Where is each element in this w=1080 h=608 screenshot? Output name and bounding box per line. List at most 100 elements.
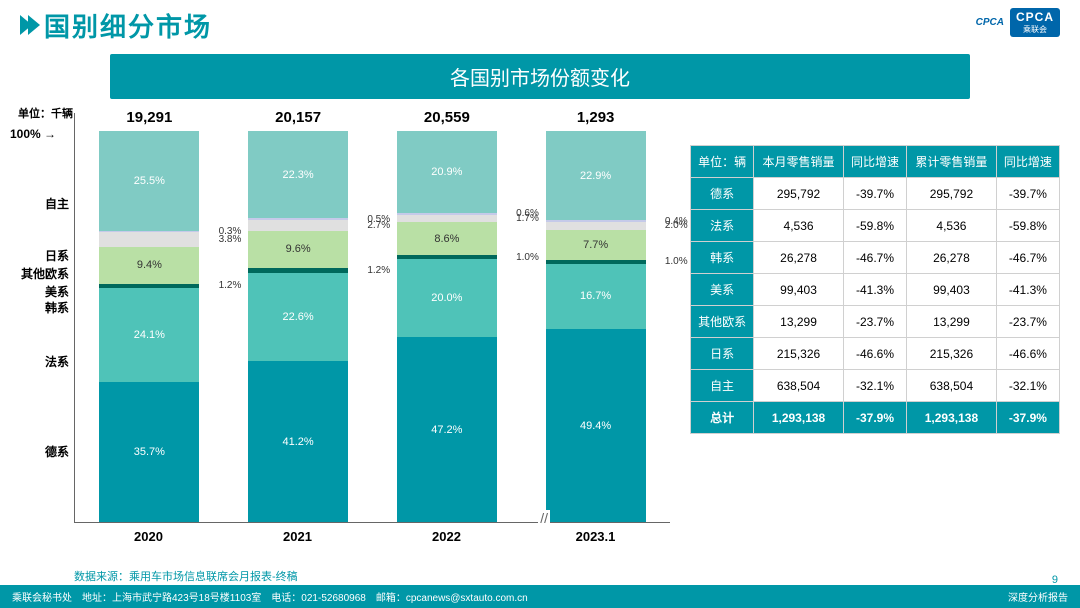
cpca-badge: CPCA 乘联会 [1010, 8, 1060, 37]
x-axis-label: 2020 [74, 523, 223, 544]
bar-segment: 49.4% [546, 329, 646, 522]
table-cell: 26,278 [907, 242, 997, 274]
bar-segment: 9.6% [248, 231, 348, 269]
data-source: 数据来源：乘用车市场信息联席会月报表-终稿 [74, 568, 670, 584]
table-cell: 215,326 [907, 338, 997, 370]
table-cell: 99,403 [907, 274, 997, 306]
table-total-row: 总计1,293,138-37.9%1,293,138-37.9% [691, 402, 1060, 434]
table-cell: -46.7% [996, 242, 1059, 274]
table-cell: -39.7% [996, 178, 1059, 210]
data-table-area: 单位：辆本月零售销量同比增速累计零售销量同比增速 德系295,792-39.7%… [690, 105, 1060, 584]
table-row: 韩系26,278-46.7%26,278-46.7% [691, 242, 1060, 274]
bar-segment: 25.5% [99, 131, 199, 231]
table-cell: -59.8% [843, 210, 906, 242]
table-cell: 295,792 [754, 178, 844, 210]
bar-totals: 19,29120,15720,5591,293 [75, 109, 670, 129]
bar-total: 20,559 [373, 109, 522, 129]
footer-right: 深度分析报告 [1008, 589, 1068, 604]
bar: 41.2%22.6%1.2%9.6%2.7%0.5%22.3% [248, 131, 348, 522]
bar-segment: 1.0% [546, 260, 646, 264]
table-cell: -39.7% [843, 178, 906, 210]
table-cell: -46.6% [843, 338, 906, 370]
row-name: 自主 [691, 370, 754, 402]
bar-segment: 1.7% [397, 215, 497, 222]
category-label: 法系 [15, 353, 69, 370]
table-row: 美系99,403-41.3%99,403-41.3% [691, 274, 1060, 306]
category-label: 美系 [15, 283, 69, 300]
footer: 乘联会秘书处 地址：上海市武宁路423号18号楼1103室 电话：021-526… [0, 585, 1080, 608]
pct100-label: 100% → [10, 127, 56, 141]
table-cell: 26,278 [754, 242, 844, 274]
bar: 35.7%24.1%1.2%9.4%3.8%0.3%25.5% [99, 131, 199, 522]
table-cell: -41.3% [843, 274, 906, 306]
banner-title: 各国别市场份额变化 [110, 54, 970, 99]
data-table: 单位：辆本月零售销量同比增速累计零售销量同比增速 德系295,792-39.7%… [690, 145, 1060, 434]
bar-segment: 7.7% [546, 230, 646, 260]
bar-segment: 2.0% [546, 222, 646, 230]
bar-segment: 24.1% [99, 288, 199, 382]
table-header-unit: 单位：辆 [691, 146, 754, 178]
category-label: 自主 [15, 195, 69, 212]
table-cell: -32.1% [996, 370, 1059, 402]
bar-segment: 1.2% [248, 268, 348, 273]
table-cell: -32.1% [843, 370, 906, 402]
table-header: 本月零售销量 [754, 146, 844, 178]
table-cell: 13,299 [907, 306, 997, 338]
x-axis-label: 2021 [223, 523, 372, 544]
bar-total: 20,157 [224, 109, 373, 129]
bar: 47.2%20.0%1.0%8.6%1.7%0.6%20.9% [397, 131, 497, 522]
table-cell: 638,504 [754, 370, 844, 402]
bar-segment: 41.2% [248, 361, 348, 522]
bar-segment: 0.6% [397, 213, 497, 215]
row-name: 德系 [691, 178, 754, 210]
bar-segment: 20.9% [397, 131, 497, 213]
bar-segment: 1.0% [397, 255, 497, 259]
bars-container: 35.7%24.1%1.2%9.4%3.8%0.3%25.5% 41.2%22.6… [75, 131, 670, 522]
bar-segment: 3.8% [99, 232, 199, 247]
axis-break-icon: // [538, 510, 550, 526]
table-cell: -41.3% [996, 274, 1059, 306]
bar-segment: 35.7% [99, 382, 199, 522]
table-cell: 638,504 [907, 370, 997, 402]
table-cell: -23.7% [843, 306, 906, 338]
bar: 49.4%16.7%1.0%7.7%2.0%0.4%22.9% [546, 131, 646, 522]
bar-segment: 22.3% [248, 131, 348, 218]
bar-segment: 8.6% [397, 222, 497, 256]
bar-segment: 20.0% [397, 259, 497, 337]
table-cell: 295,792 [907, 178, 997, 210]
table-row: 自主638,504-32.1%638,504-32.1% [691, 370, 1060, 402]
table-cell: -46.7% [843, 242, 906, 274]
category-label: 其他欧系 [15, 265, 69, 282]
cpca-logo-icon: CPCA [976, 17, 1004, 28]
category-label: 韩系 [15, 299, 69, 316]
bar-segment: 2.7% [248, 220, 348, 231]
table-cell: 13,299 [754, 306, 844, 338]
stacked-bar-chart: 德系法系韩系美系其他欧系日系自主 19,29120,15720,5591,293… [74, 113, 670, 523]
row-name: 法系 [691, 210, 754, 242]
table-cell: 99,403 [754, 274, 844, 306]
bar-segment: 0.3% [99, 231, 199, 232]
bar-segment: 1.2% [99, 284, 199, 289]
table-row: 其他欧系13,299-23.7%13,299-23.7% [691, 306, 1060, 338]
x-axis: 2020202120222023.1 [74, 523, 670, 544]
table-row: 法系4,536-59.8%4,536-59.8% [691, 210, 1060, 242]
table-cell: -59.8% [996, 210, 1059, 242]
table-cell: 4,536 [907, 210, 997, 242]
table-row: 日系215,326-46.6%215,326-46.6% [691, 338, 1060, 370]
bar-segment: 0.5% [248, 218, 348, 220]
table-cell: 4,536 [754, 210, 844, 242]
bar-segment: 16.7% [546, 264, 646, 329]
table-cell: 215,326 [754, 338, 844, 370]
table-row: 德系295,792-39.7%295,792-39.7% [691, 178, 1060, 210]
table-header: 同比增速 [996, 146, 1059, 178]
chart-area: 单位：千辆 100% → 德系法系韩系美系其他欧系日系自主 19,29120,1… [10, 105, 670, 584]
unit-label: 单位：千辆 [18, 105, 73, 121]
x-axis-label: 2022 [372, 523, 521, 544]
bar-segment: 47.2% [397, 337, 497, 522]
row-name: 韩系 [691, 242, 754, 274]
page-title: 国别细分市场 [44, 7, 212, 44]
category-labels: 德系法系韩系美系其他欧系日系自主 [15, 143, 69, 503]
row-name: 美系 [691, 274, 754, 306]
category-label: 德系 [15, 443, 69, 460]
row-name: 日系 [691, 338, 754, 370]
